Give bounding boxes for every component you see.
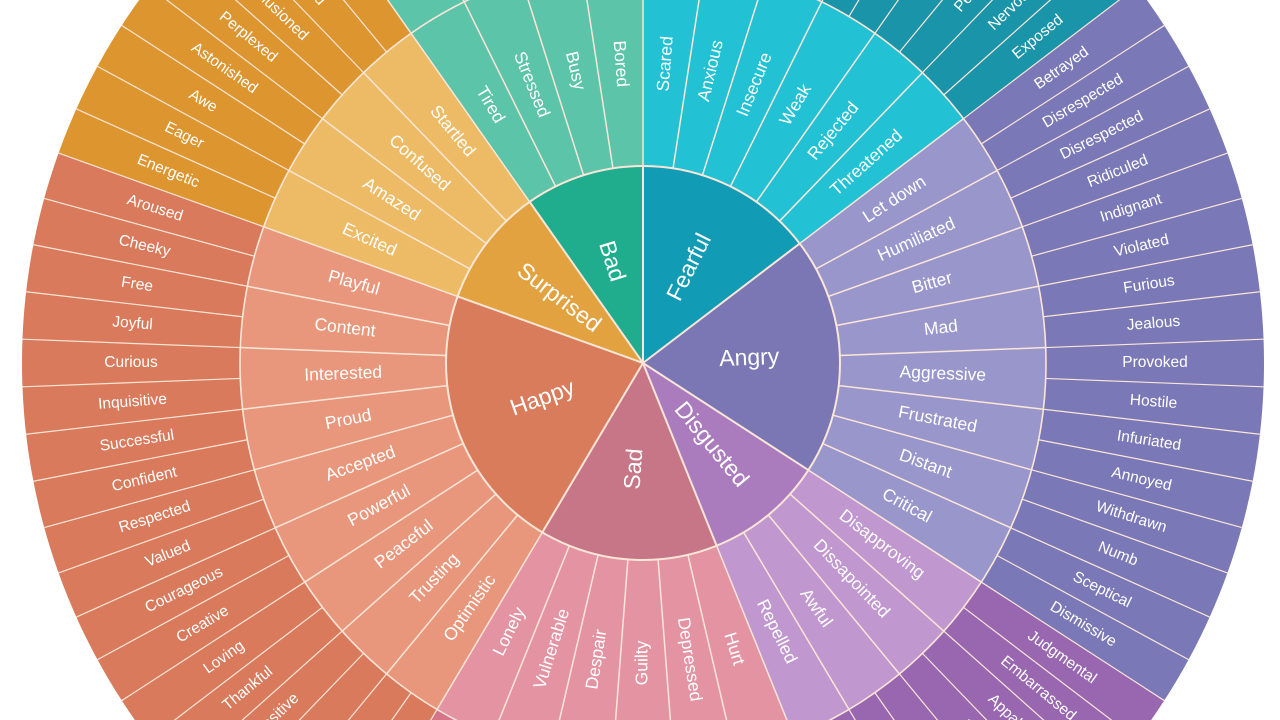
svg-text:Guilty: Guilty [632,640,652,685]
svg-text:Bored: Bored [610,40,634,88]
svg-text:Joyful: Joyful [112,313,154,333]
svg-text:Provoked: Provoked [1122,354,1187,371]
svg-text:Scared: Scared [652,35,676,92]
svg-text:Angry: Angry [719,343,781,371]
svg-text:Mad: Mad [923,315,959,339]
svg-text:Interested: Interested [304,362,383,385]
svg-text:Curious: Curious [104,354,158,371]
svg-text:Aggressive: Aggressive [899,361,986,384]
svg-text:Sad: Sad [618,448,647,491]
svg-text:Hostile: Hostile [1129,391,1178,412]
